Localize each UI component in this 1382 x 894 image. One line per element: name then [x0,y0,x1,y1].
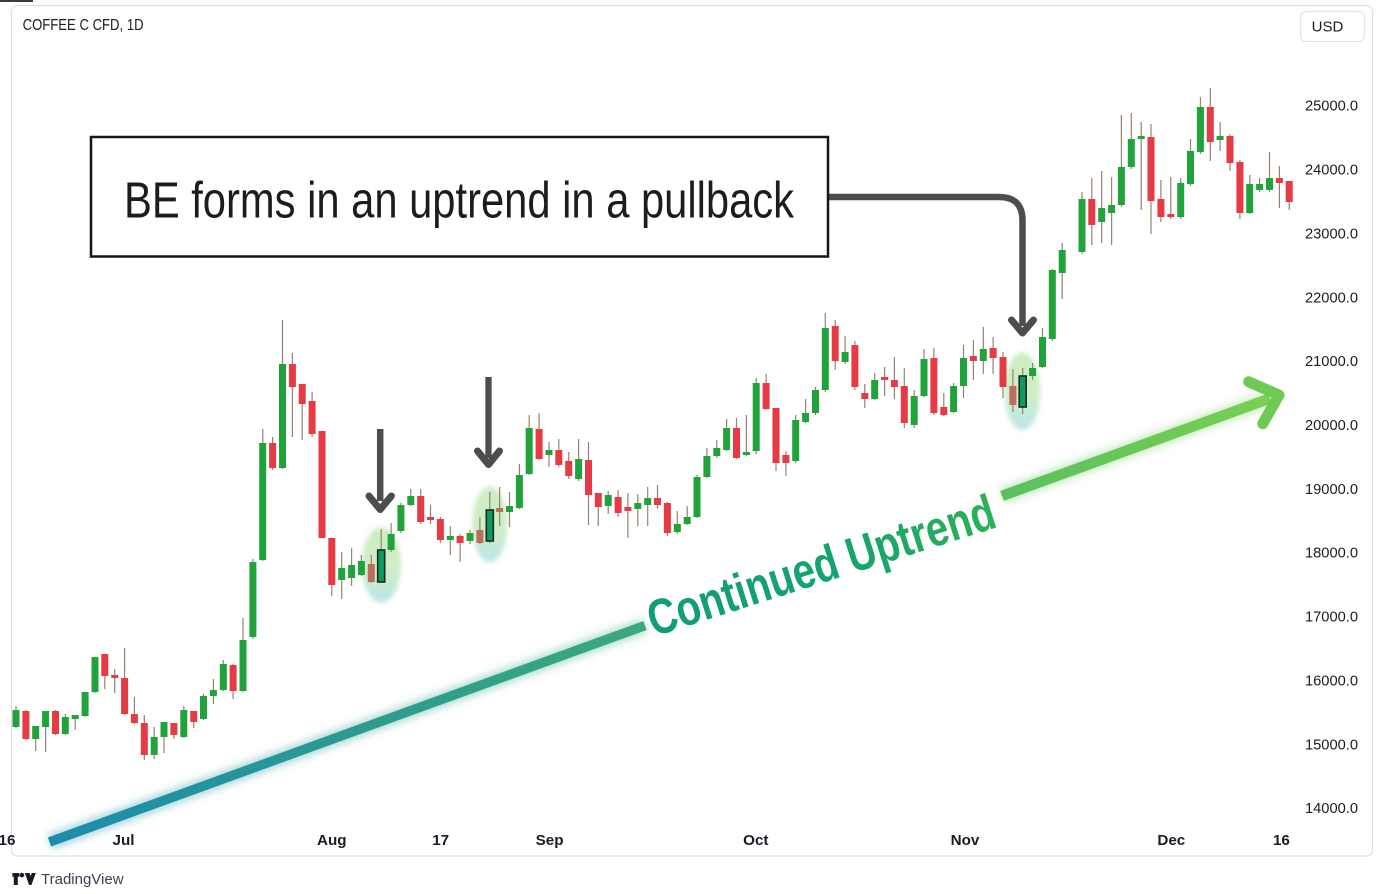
svg-text:16: 16 [1273,832,1290,849]
svg-text:22000.0: 22000.0 [1305,289,1358,306]
svg-text:Oct: Oct [743,832,768,849]
svg-text:25000.0: 25000.0 [1305,98,1358,115]
svg-text:21000.0: 21000.0 [1305,353,1358,370]
svg-text:TradingView: TradingView [41,871,124,888]
svg-text:Sep: Sep [536,832,564,849]
svg-text:Dec: Dec [1157,832,1185,849]
svg-text:USD: USD [1312,19,1344,36]
svg-text:19000.0: 19000.0 [1305,481,1358,498]
svg-text:14000.0: 14000.0 [1305,800,1358,817]
svg-text:Nov: Nov [951,832,980,849]
svg-text:17000.0: 17000.0 [1305,609,1358,626]
svg-text:24000.0: 24000.0 [1305,162,1358,179]
svg-text:15000.0: 15000.0 [1305,736,1358,753]
svg-text:20000.0: 20000.0 [1305,417,1358,434]
svg-text:16: 16 [0,832,15,849]
svg-text:BE forms in an uptrend in a pu: BE forms in an uptrend in a pullback [124,172,794,229]
svg-text:16000.0: 16000.0 [1305,672,1358,689]
svg-text:18000.0: 18000.0 [1305,545,1358,562]
svg-text:17: 17 [432,832,449,849]
svg-text:23000.0: 23000.0 [1305,225,1358,242]
svg-text:Aug: Aug [317,832,347,849]
svg-text:Jul: Jul [113,832,135,849]
svg-text:COFFEE C CFD, 1D: COFFEE C CFD, 1D [23,17,144,34]
